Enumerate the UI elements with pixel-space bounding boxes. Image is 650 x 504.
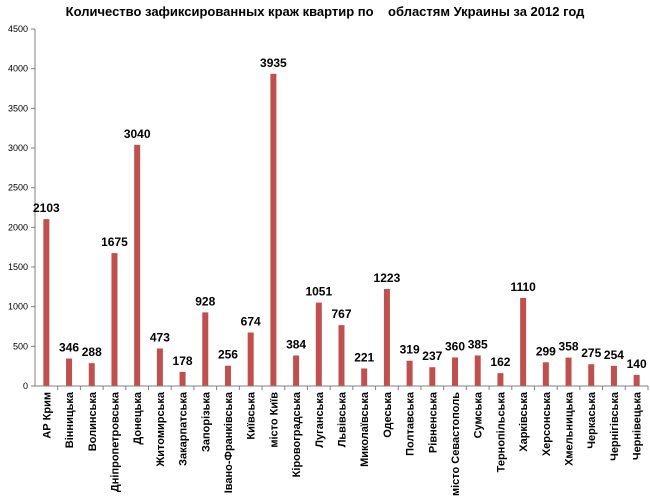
- x-tick-label: Київська: [246, 391, 258, 439]
- y-tick-label: 3500: [8, 103, 28, 113]
- x-tick-label: АР Крим: [41, 392, 53, 439]
- x-tick-label: Полтавська: [405, 391, 417, 456]
- data-label: 2103: [33, 201, 60, 215]
- x-tick-label: Запорізька: [200, 391, 212, 452]
- bar: [610, 365, 617, 386]
- data-label: 358: [559, 340, 579, 354]
- bar: [338, 325, 345, 386]
- data-label: 360: [445, 339, 465, 353]
- x-tick-label: місто Київ: [268, 392, 280, 448]
- bar: [43, 219, 50, 386]
- bar: [633, 374, 640, 386]
- bar: [66, 358, 73, 386]
- y-tick-label: 2000: [8, 222, 28, 232]
- x-tick-label: Луганська: [314, 391, 326, 448]
- data-label: 319: [400, 343, 420, 357]
- x-tick-label: Черкаська: [586, 391, 598, 449]
- y-tick-label: 3000: [8, 143, 28, 153]
- bar: [361, 368, 368, 386]
- bar: [497, 373, 504, 386]
- y-tick-label: 2500: [8, 183, 28, 193]
- y-tick-label: 500: [13, 341, 28, 351]
- bar: [202, 312, 209, 386]
- data-label: 254: [604, 348, 624, 362]
- y-tick-label: 4500: [8, 24, 28, 34]
- x-tick-label: Чернівецька: [632, 391, 644, 460]
- x-tick-label: Закарпатська: [178, 391, 190, 466]
- bar: [134, 144, 141, 386]
- bar: [452, 357, 459, 386]
- data-label: 299: [536, 344, 556, 358]
- x-tick-label: Тернопільська: [495, 391, 507, 472]
- data-label: 384: [286, 338, 306, 352]
- data-label: 767: [331, 307, 351, 321]
- bar: [520, 297, 527, 386]
- data-label: 346: [59, 341, 79, 355]
- y-tick-label: 1000: [8, 302, 28, 312]
- bar: [588, 364, 595, 386]
- y-tick-label: 0: [23, 381, 28, 391]
- bar: [406, 360, 413, 386]
- data-label: 256: [218, 348, 238, 362]
- chart-title: Количество зафиксированных краж квартир …: [66, 4, 585, 19]
- data-label: 162: [490, 355, 510, 369]
- data-label: 140: [627, 357, 647, 371]
- x-tick-label: Хмельницька: [564, 391, 576, 466]
- x-tick-label: Дніпропетровська: [109, 391, 121, 492]
- bar: [156, 348, 163, 386]
- y-axis: 0 500 1000 1500 2000 2500 3000 3500 4000 4500: [8, 24, 36, 391]
- bar: [247, 332, 254, 386]
- x-tick-label: Кіровоградська: [291, 391, 303, 477]
- bar: [542, 362, 549, 386]
- data-label: 1110: [510, 280, 536, 294]
- x-tick-label: Одеська: [382, 391, 394, 438]
- data-label: 674: [241, 315, 261, 329]
- bar: [270, 73, 277, 386]
- bar: [224, 365, 231, 386]
- data-label: 1675: [101, 235, 128, 249]
- x-tick-label: Івано-Франківська: [223, 391, 235, 493]
- x-tick-label: Вінницька: [64, 391, 76, 448]
- x-tick-label: Чернігівська: [609, 391, 621, 461]
- bar: [88, 363, 95, 386]
- data-label: 237: [422, 349, 442, 363]
- x-tick-label: Житомирська: [155, 391, 167, 468]
- y-tick-label: 1500: [8, 262, 28, 272]
- data-label: 275: [581, 346, 601, 360]
- bar: [429, 367, 436, 386]
- data-label: 1051: [305, 285, 332, 299]
- bar: [179, 371, 186, 386]
- x-tick-label: Херсонська: [541, 391, 553, 456]
- data-label: 1223: [374, 271, 401, 285]
- bar: [293, 355, 300, 386]
- x-axis: АР Крим Вінницька Волинська Дніпропетровськ…: [35, 385, 649, 496]
- y-tick-label: 4000: [8, 64, 28, 74]
- x-tick-label: Волинська: [87, 391, 99, 451]
- data-label: 221: [354, 350, 374, 364]
- data-label: 3935: [260, 56, 287, 70]
- data-label: 288: [82, 345, 102, 359]
- x-tick-label: Харківська: [518, 391, 530, 452]
- bar: [383, 288, 390, 386]
- x-tick-label: місто Севастополь: [450, 392, 462, 496]
- data-label: 178: [173, 354, 193, 368]
- bar: [111, 253, 118, 386]
- data-label: 385: [468, 337, 488, 351]
- data-label: 3040: [124, 127, 151, 141]
- x-tick-label: Сумська: [473, 391, 485, 438]
- x-tick-label: Миколаївська: [359, 391, 371, 467]
- bar: [474, 355, 481, 386]
- x-tick-label: Рівненська: [427, 391, 439, 453]
- x-tick-label: Львівська: [337, 391, 349, 447]
- data-label: 473: [150, 330, 170, 344]
- x-tick-label: Донецька: [132, 391, 144, 444]
- data-label: 928: [195, 294, 215, 308]
- bar: [565, 357, 572, 386]
- bar: [315, 302, 322, 386]
